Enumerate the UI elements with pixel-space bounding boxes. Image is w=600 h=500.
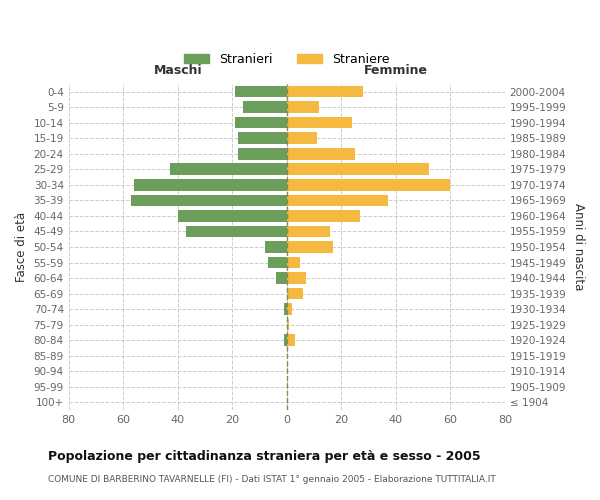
Bar (287, 164, 428, 175)
Bar (276, 272, 287, 284)
Bar (287, 241, 333, 253)
Bar (287, 334, 295, 346)
Text: COMUNE DI BARBERINO TAVARNELLE (FI) - Dati ISTAT 1° gennaio 2005 - Elaborazione : COMUNE DI BARBERINO TAVARNELLE (FI) - Da… (48, 475, 496, 484)
Bar (287, 226, 331, 237)
Bar (287, 288, 303, 300)
Bar (178, 210, 287, 222)
Bar (235, 86, 287, 98)
Text: Maschi: Maschi (154, 64, 202, 78)
Bar (287, 194, 388, 206)
Bar (268, 256, 287, 268)
Bar (287, 304, 292, 315)
Bar (186, 226, 287, 237)
Bar (287, 102, 319, 113)
Bar (284, 334, 287, 346)
Y-axis label: Fasce di età: Fasce di età (15, 212, 28, 282)
Bar (265, 241, 287, 253)
Text: Popolazione per cittadinanza straniera per età e sesso - 2005: Popolazione per cittadinanza straniera p… (48, 450, 481, 463)
Bar (243, 102, 287, 113)
Bar (134, 179, 287, 190)
Bar (284, 304, 287, 315)
Bar (238, 132, 287, 144)
Bar (287, 179, 451, 190)
Bar (287, 148, 355, 160)
Bar (238, 148, 287, 160)
Bar (287, 319, 289, 330)
Bar (170, 164, 287, 175)
Text: Femmine: Femmine (364, 64, 428, 78)
Bar (287, 272, 306, 284)
Bar (131, 194, 287, 206)
Bar (287, 210, 361, 222)
Bar (287, 132, 317, 144)
Y-axis label: Anni di nascita: Anni di nascita (572, 204, 585, 290)
Bar (287, 117, 352, 128)
Bar (235, 117, 287, 128)
Legend: Stranieri, Straniere: Stranieri, Straniere (179, 48, 395, 70)
Bar (287, 86, 363, 98)
Bar (287, 256, 301, 268)
